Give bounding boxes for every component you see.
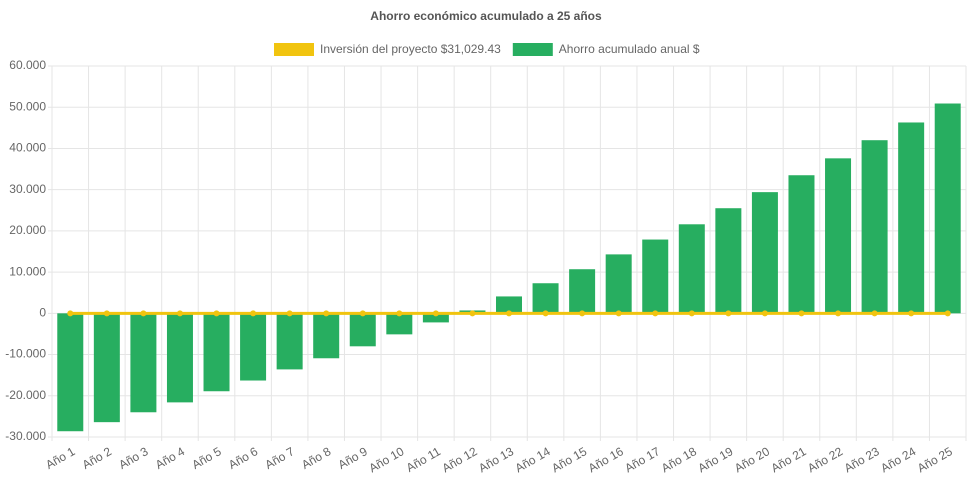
line-point (176, 310, 183, 317)
x-tick-label: Año 21 (769, 444, 809, 475)
line-point (250, 310, 257, 317)
y-tick-label: 10.000 (9, 264, 46, 278)
y-tick-label: -10.000 (5, 347, 46, 361)
x-tick-label: Año 18 (659, 444, 699, 475)
line-point (835, 310, 842, 317)
line-point (579, 310, 586, 317)
bar (276, 313, 303, 370)
bar (130, 313, 157, 413)
line-point (432, 310, 439, 317)
bar (898, 122, 925, 314)
line-point (871, 310, 878, 317)
y-tick-label: 30.000 (9, 182, 46, 196)
x-tick-label: Año 14 (513, 444, 553, 475)
y-tick-label: 20.000 (9, 223, 46, 237)
bar (93, 313, 120, 423)
line-point (140, 310, 147, 317)
bar (166, 313, 193, 403)
bar (934, 103, 961, 314)
x-tick-label: Año 24 (878, 444, 918, 475)
bar (861, 140, 888, 314)
legend-label[interactable]: Inversión del proyecto $31,029.43 (320, 42, 501, 56)
line-point (725, 310, 732, 317)
line-point (908, 310, 915, 317)
line-point (652, 310, 659, 317)
x-tick-label: Año 8 (299, 444, 333, 472)
bar (203, 313, 230, 392)
line-point (359, 310, 366, 317)
x-tick-label: Año 20 (732, 444, 772, 475)
bar (569, 269, 596, 314)
line-point (761, 310, 768, 317)
x-tick-label: Año 7 (263, 444, 297, 472)
x-tick-label: Año 3 (116, 444, 150, 472)
y-tick-label: 40.000 (9, 141, 46, 155)
x-tick-label: Año 5 (189, 444, 223, 472)
legend-swatch[interactable] (512, 43, 553, 56)
x-tick-label: Año 16 (586, 444, 626, 475)
chart-title: Ahorro económico acumulado a 25 años (370, 9, 602, 23)
x-tick-label: Año 22 (805, 444, 845, 475)
y-tick-label: 0 (39, 306, 46, 320)
bar (715, 208, 742, 314)
x-tick-label: Año 4 (153, 444, 187, 472)
line-point (286, 310, 293, 317)
bar (240, 313, 267, 381)
line-point (323, 310, 330, 317)
line-point (213, 310, 220, 317)
bar (642, 239, 669, 314)
bar (825, 158, 852, 314)
y-tick-label: 50.000 (9, 99, 46, 113)
x-tick-label: Año 15 (549, 444, 589, 475)
x-tick-label: Año 13 (476, 444, 516, 475)
x-tick-label: Año 11 (404, 444, 443, 475)
x-tick-label: Año 25 (915, 444, 955, 475)
y-tick-label: -20.000 (5, 388, 46, 402)
bar (57, 313, 84, 432)
bar (751, 192, 778, 314)
x-tick-label: Año 9 (336, 444, 370, 472)
x-tick-label: Año 1 (43, 444, 77, 472)
bar (605, 254, 632, 314)
line-point (798, 310, 805, 317)
bar (532, 283, 559, 314)
bar (386, 313, 413, 335)
x-tick-label: Año 17 (622, 444, 662, 475)
x-tick-label: Año 23 (842, 444, 882, 475)
line-point (67, 310, 74, 317)
line-point (103, 310, 110, 317)
x-tick-label: Año 2 (80, 444, 114, 472)
x-tick-label: Año 10 (366, 444, 406, 475)
bar (496, 296, 522, 314)
bar (313, 313, 340, 359)
line-point (542, 310, 549, 317)
x-tick-label: Año 19 (695, 444, 735, 475)
x-tick-label: Año 12 (440, 444, 480, 475)
line-point (469, 310, 476, 317)
bar (788, 175, 815, 314)
line-point (944, 310, 951, 317)
line-point (615, 310, 622, 317)
line-point (688, 310, 695, 317)
y-tick-label: 60.000 (9, 58, 46, 72)
y-tick-label: -30.000 (5, 429, 46, 443)
legend-label[interactable]: Ahorro acumulado anual $ (559, 42, 700, 56)
bar (678, 224, 705, 314)
bar (349, 313, 376, 347)
line-point (396, 310, 403, 317)
line-point (506, 310, 512, 317)
bar (422, 313, 449, 323)
legend-swatch[interactable] (274, 43, 314, 56)
x-tick-label: Año 6 (226, 444, 260, 472)
